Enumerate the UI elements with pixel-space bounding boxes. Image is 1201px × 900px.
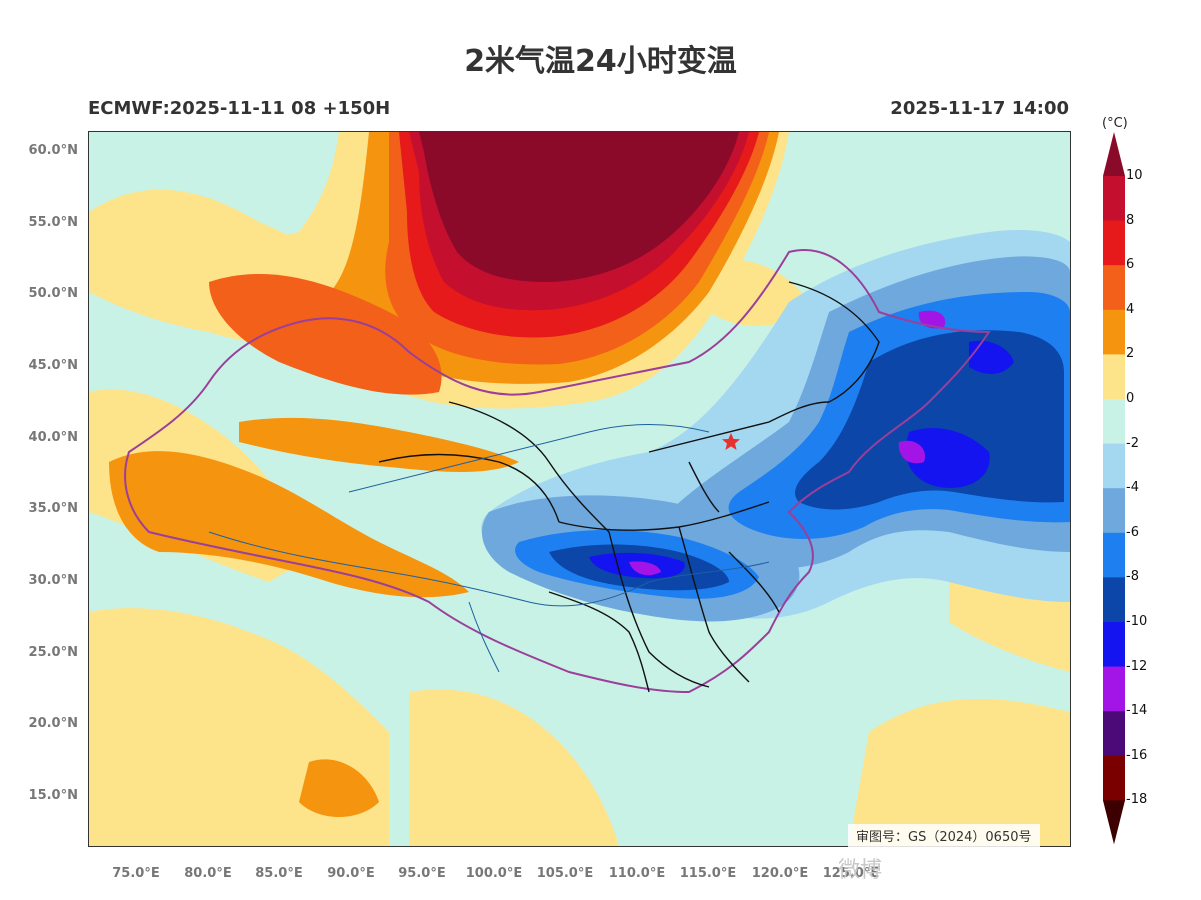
colorbar-tick-label: 6 (1126, 257, 1135, 273)
lon-label-85: 85.0°E (255, 866, 303, 881)
colorbar-tick-label: -18 (1126, 792, 1148, 808)
colorbar-band (1103, 532, 1125, 578)
colorbar-band (1103, 755, 1125, 801)
colorbar-band (1103, 666, 1125, 712)
tibet-warm-band (109, 417, 519, 598)
lon-label-80: 80.0°E (184, 866, 232, 881)
map-approval-number: 审图号：GS（2024）0650号 (848, 824, 1040, 847)
northern-warm-region (179, 132, 789, 409)
colorbar-tick-label: -12 (1126, 658, 1148, 674)
colorbar-tick-label: -8 (1126, 569, 1139, 585)
lon-label-100: 100.0°E (465, 866, 523, 881)
beijing-star-marker (722, 433, 740, 450)
map-svg (89, 132, 1070, 846)
colorbar-tick-label: -16 (1126, 747, 1148, 763)
lat-label-60: 60.0°N (28, 143, 78, 158)
lat-label-45: 45.0°N (28, 358, 78, 373)
colorbar-band (1103, 443, 1125, 489)
valid-time-label: 2025-11-17 14:00 (890, 98, 1069, 119)
lon-label-95: 95.0°E (398, 866, 446, 881)
lon-label-120: 120.0°E (751, 866, 809, 881)
colorbar-band (1103, 354, 1125, 400)
lat-label-50: 50.0°N (28, 286, 78, 301)
colorbar-tick-label: -14 (1126, 703, 1148, 719)
national-border (124, 249, 991, 694)
colorbar-tick-label: 4 (1126, 301, 1135, 317)
colorbar-tick-label: 8 (1126, 212, 1135, 228)
lat-label-20: 20.0°N (28, 716, 78, 731)
colorbar-band (1103, 309, 1125, 355)
lat-label-35: 35.0°N (28, 501, 78, 516)
colorbar-band (1103, 488, 1125, 534)
lon-label-125: 125.0°E (822, 866, 880, 881)
lat-label-55: 55.0°N (28, 215, 78, 230)
lon-label-115: 115.0°E (679, 866, 737, 881)
lon-label-110: 110.0°E (608, 866, 666, 881)
province-boundaries (378, 281, 880, 693)
lon-label-105: 105.0°E (536, 866, 594, 881)
colorbar-unit: (°C) (1102, 116, 1128, 131)
colorbar-band (1103, 711, 1125, 757)
colorbar-band (1103, 577, 1125, 623)
temperature-change-map (88, 131, 1071, 847)
model-run-label: ECMWF:2025-11-11 08 +150H (88, 98, 391, 119)
colorbar-band (1103, 220, 1125, 266)
lat-label-25: 25.0°N (28, 645, 78, 660)
colorbar-tick-label: 0 (1126, 391, 1135, 406)
lat-label-40: 40.0°N (28, 430, 78, 445)
colorbar-tick-label: -6 (1126, 524, 1139, 540)
lat-label-15: 15.0°N (28, 788, 78, 803)
colorbar-tick-label: 10 (1126, 168, 1143, 183)
central-china-cold-core (481, 495, 800, 622)
colorbar-band (1103, 265, 1125, 311)
colorbar-tick-label: -10 (1126, 614, 1148, 629)
colorbar-band (1103, 176, 1125, 222)
colorbar-tick-label: -4 (1126, 480, 1139, 496)
lon-label-75: 75.0°E (112, 866, 160, 881)
colorbar-tick-label: -2 (1126, 435, 1139, 451)
colorbar (1103, 132, 1125, 845)
colorbar-band (1103, 622, 1125, 668)
lat-label-30: 30.0°N (28, 573, 78, 588)
colorbar-bottom-arrow (1103, 800, 1125, 845)
lon-label-90: 90.0°E (327, 866, 375, 881)
colorbar-tick-label: 2 (1126, 346, 1135, 362)
chart-title: 2米气温24小时变温 (464, 44, 737, 79)
colorbar-top-arrow (1103, 132, 1125, 176)
rivers (208, 424, 770, 673)
watermark: 微博 (838, 858, 883, 883)
colorbar-band (1103, 399, 1125, 445)
